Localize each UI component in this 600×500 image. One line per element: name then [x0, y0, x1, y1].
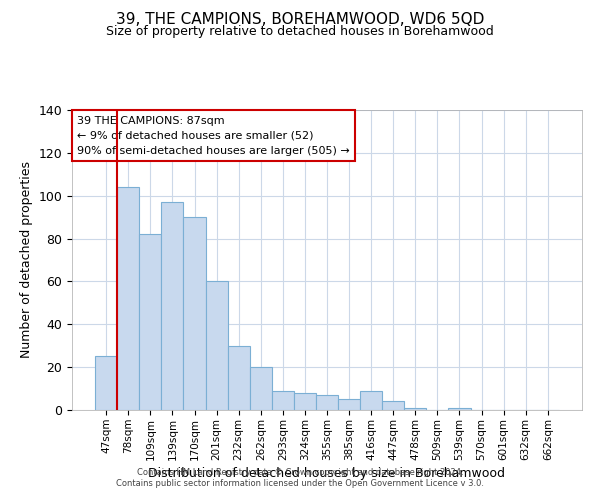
- Bar: [338, 400, 360, 410]
- Bar: [139, 234, 161, 410]
- Text: 39, THE CAMPIONS, BOREHAMWOOD, WD6 5QD: 39, THE CAMPIONS, BOREHAMWOOD, WD6 5QD: [116, 12, 484, 28]
- Text: Contains HM Land Registry data © Crown copyright and database right 2024.
Contai: Contains HM Land Registry data © Crown c…: [116, 468, 484, 487]
- Y-axis label: Number of detached properties: Number of detached properties: [20, 162, 33, 358]
- Bar: [95, 356, 117, 410]
- Bar: [448, 408, 470, 410]
- Bar: [250, 367, 272, 410]
- Bar: [161, 202, 184, 410]
- Bar: [294, 393, 316, 410]
- Bar: [316, 395, 338, 410]
- Text: 39 THE CAMPIONS: 87sqm
← 9% of detached houses are smaller (52)
90% of semi-deta: 39 THE CAMPIONS: 87sqm ← 9% of detached …: [77, 116, 350, 156]
- Bar: [382, 402, 404, 410]
- Bar: [227, 346, 250, 410]
- Text: Size of property relative to detached houses in Borehamwood: Size of property relative to detached ho…: [106, 25, 494, 38]
- Bar: [206, 282, 227, 410]
- X-axis label: Distribution of detached houses by size in Borehamwood: Distribution of detached houses by size …: [149, 466, 505, 479]
- Bar: [360, 390, 382, 410]
- Bar: [184, 217, 206, 410]
- Bar: [404, 408, 427, 410]
- Bar: [117, 187, 139, 410]
- Bar: [272, 390, 294, 410]
